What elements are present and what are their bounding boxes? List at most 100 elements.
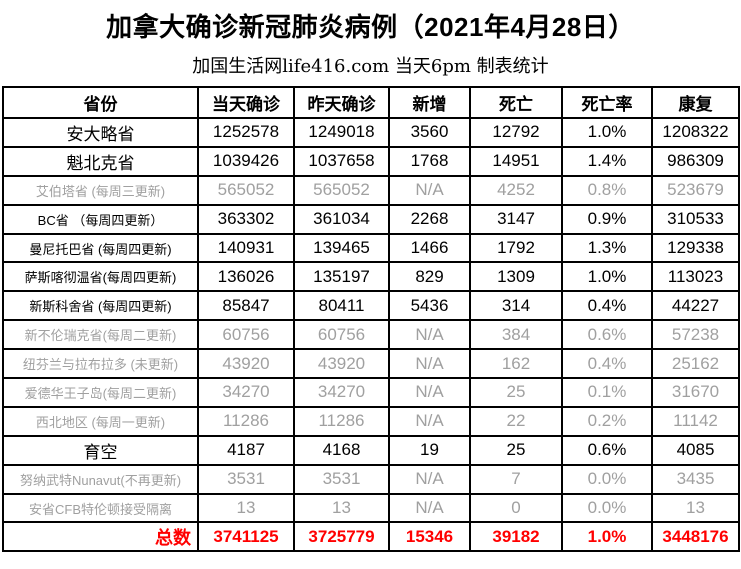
- value-cell: 1249018: [293, 117, 390, 148]
- province-label: 育空: [2, 434, 199, 466]
- province-label: 努纳武特Nunavut(不再更新): [2, 463, 199, 495]
- value-cell: 22: [469, 405, 563, 437]
- value-cell: 1.0%: [561, 117, 653, 148]
- value-cell: 384: [469, 319, 563, 351]
- value-cell: 986309: [651, 145, 740, 177]
- value-cell: 829: [388, 261, 471, 293]
- value-cell: 11286: [293, 405, 390, 437]
- value-cell: 13: [293, 492, 390, 524]
- value-cell: 43920: [293, 348, 390, 380]
- value-cell: N/A: [388, 174, 471, 206]
- value-cell: 44227: [651, 290, 740, 322]
- column-header: 省份: [2, 86, 199, 119]
- province-row: 西北地区 (每周一更新) 11286 11286 N/A 22 0.2% 11142: [2, 405, 740, 437]
- value-cell: 0.0%: [561, 463, 653, 495]
- province-row: 努纳武特Nunavut(不再更新) 3531 3531 N/A 7 0.0% 3435: [2, 463, 740, 495]
- province-row: 纽芬兰与拉布拉多 (未更新) 43920 43920 N/A 162 0.4% 25162: [2, 348, 740, 380]
- province-label: 艾伯塔省 (每周三更新): [2, 174, 199, 206]
- table-body: 安大略省 1252578 1249018 3560 12792 1.0% 1208322 魁北…: [2, 117, 740, 553]
- value-cell: 1037658: [293, 145, 390, 177]
- column-header: 康复: [651, 86, 740, 119]
- value-cell: 1768: [388, 145, 471, 177]
- province-label: 新斯科舍省 (每周四更新): [2, 290, 199, 322]
- value-cell: 4168: [293, 434, 390, 466]
- value-cell: 1.4%: [561, 145, 653, 177]
- province-row: 曼尼托巴省 (每周四更新) 140931 139465 1466 1792 1.3% 129…: [2, 232, 740, 264]
- value-cell: 1.0%: [561, 261, 653, 293]
- value-cell: N/A: [388, 319, 471, 351]
- value-cell: 25162: [651, 348, 740, 380]
- value-cell: 13: [197, 492, 295, 524]
- province-label: 萨斯喀彻温省(每周四更新): [2, 261, 199, 293]
- value-cell: 1466: [388, 232, 471, 264]
- value-cell: 523679: [651, 174, 740, 206]
- province-row: 安省CFB特伦顿接受隔离 13 13 N/A 0 0.0% 13: [2, 492, 740, 524]
- province-row: 艾伯塔省 (每周三更新) 565052 565052 N/A 4252 0.8% 52367…: [2, 174, 740, 206]
- value-cell: N/A: [388, 405, 471, 437]
- covid-cases-table: 省份 当天确诊 昨天确诊 新增 死亡 死亡率 康复 安大略省 1252578 1249018 35…: [2, 86, 740, 553]
- value-cell: 162: [469, 348, 563, 380]
- value-cell: 85847: [197, 290, 295, 322]
- value-cell: 136026: [197, 261, 295, 293]
- value-cell: N/A: [388, 492, 471, 524]
- value-cell: 60756: [197, 319, 295, 351]
- value-cell: 4252: [469, 174, 563, 206]
- value-cell: 0: [469, 492, 563, 524]
- value-cell: 310533: [651, 203, 740, 235]
- header-row: 省份 当天确诊 昨天确诊 新增 死亡 死亡率 康复: [2, 86, 740, 119]
- value-cell: 1792: [469, 232, 563, 264]
- value-cell: 1252578: [197, 117, 295, 148]
- column-header: 当天确诊: [197, 86, 295, 119]
- value-cell: 113023: [651, 261, 740, 293]
- province-label: 爱德华王子岛(每周二更新): [2, 377, 199, 408]
- value-cell: 0.6%: [561, 434, 653, 466]
- value-cell: 139465: [293, 232, 390, 264]
- value-cell: 3560: [388, 117, 471, 148]
- page-title: 加拿大确诊新冠肺炎病例（2021年4月28日）: [106, 12, 635, 42]
- value-cell: 7: [469, 463, 563, 495]
- value-cell: 15346: [388, 521, 471, 553]
- column-header: 死亡率: [561, 86, 653, 119]
- province-label: 新不伦瑞克省(每周二更新): [2, 319, 199, 351]
- value-cell: 4085: [651, 434, 740, 466]
- value-cell: 1309: [469, 261, 563, 293]
- value-cell: N/A: [388, 348, 471, 380]
- value-cell: 1.0%: [561, 521, 653, 553]
- province-row: 新斯科舍省 (每周四更新) 85847 80411 5436 314 0.4% 44227: [2, 290, 740, 322]
- province-row: 新不伦瑞克省(每周二更新) 60756 60756 N/A 384 0.6% 57238: [2, 319, 740, 351]
- value-cell: 3531: [293, 463, 390, 495]
- province-label: 曼尼托巴省 (每周四更新): [2, 232, 199, 264]
- value-cell: 129338: [651, 232, 740, 264]
- province-row: 育空 4187 4168 19 25 0.6% 4085: [2, 434, 740, 466]
- value-cell: 0.2%: [561, 405, 653, 437]
- value-cell: 0.4%: [561, 348, 653, 380]
- column-header: 昨天确诊: [293, 86, 390, 119]
- value-cell: 0.0%: [561, 492, 653, 524]
- province-label: 西北地区 (每周一更新): [2, 405, 199, 437]
- value-cell: 2268: [388, 203, 471, 235]
- value-cell: 3435: [651, 463, 740, 495]
- value-cell: 25: [469, 434, 563, 466]
- value-cell: 80411: [293, 290, 390, 322]
- value-cell: 60756: [293, 319, 390, 351]
- value-cell: 13: [651, 492, 740, 524]
- value-cell: 39182: [469, 521, 563, 553]
- value-cell: 14951: [469, 145, 563, 177]
- province-label: 安省CFB特伦顿接受隔离: [2, 492, 199, 524]
- value-cell: 1.3%: [561, 232, 653, 264]
- value-cell: 34270: [197, 377, 295, 408]
- value-cell: 31670: [651, 377, 740, 408]
- value-cell: 3448176: [651, 521, 740, 553]
- value-cell: 0.4%: [561, 290, 653, 322]
- value-cell: 363302: [197, 203, 295, 235]
- value-cell: 5436: [388, 290, 471, 322]
- value-cell: 0.9%: [561, 203, 653, 235]
- province-row: 安大略省 1252578 1249018 3560 12792 1.0% 1208322: [2, 117, 740, 148]
- value-cell: N/A: [388, 377, 471, 408]
- value-cell: 361034: [293, 203, 390, 235]
- province-row: 萨斯喀彻温省(每周四更新) 136026 135197 829 1309 1.0% 1130…: [2, 261, 740, 293]
- value-cell: 0.1%: [561, 377, 653, 408]
- value-cell: 19: [388, 434, 471, 466]
- value-cell: 0.6%: [561, 319, 653, 351]
